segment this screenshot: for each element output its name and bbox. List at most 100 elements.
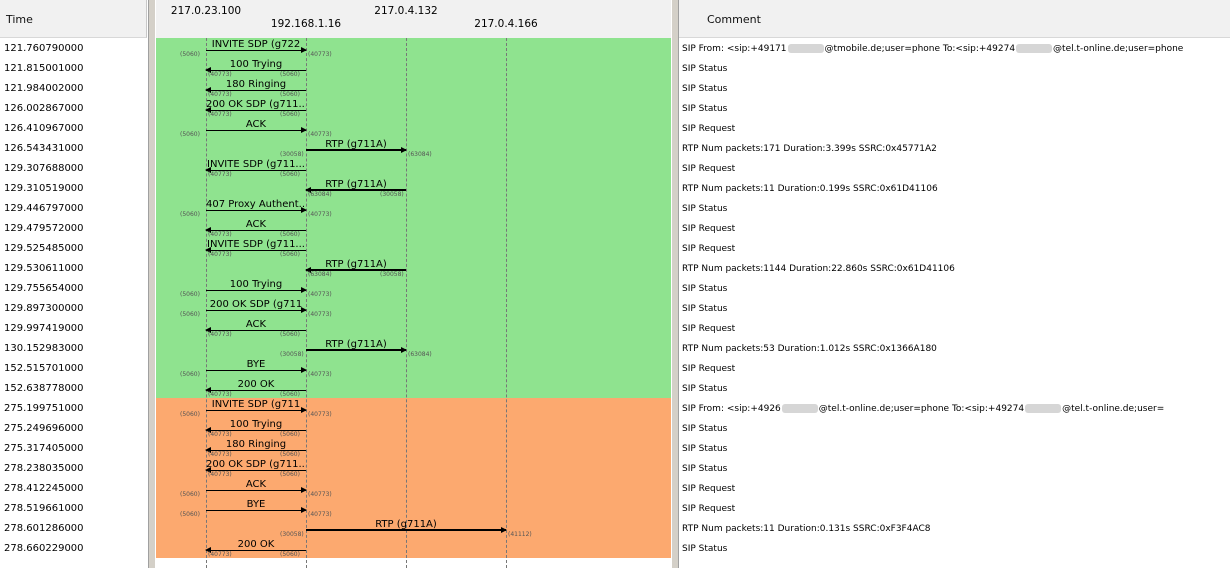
sip-message-arrow[interactable]: INVITE SDP (g711... [205, 239, 306, 259]
comment-cell[interactable]: SIP Status [682, 104, 728, 114]
rtp-stream-arrow[interactable]: RTP (g711A) [305, 259, 406, 279]
splitter-right[interactable] [671, 0, 679, 568]
sip-message-arrow[interactable]: 200 OK SDP (g711 [206, 299, 307, 319]
splitter-left[interactable] [148, 0, 156, 568]
comment-header-label: Comment [707, 13, 761, 26]
time-cell[interactable]: 278.519661000 [4, 503, 84, 514]
time-cell[interactable]: 129.997419000 [4, 323, 84, 334]
comment-cell[interactable]: RTP Num packets:11 Duration:0.131s SSRC:… [682, 524, 931, 534]
arrowhead-left-icon [205, 447, 211, 453]
time-cell[interactable]: 129.525485000 [4, 243, 84, 254]
time-cell[interactable]: 275.199751000 [4, 403, 84, 414]
time-cell[interactable]: 121.984002000 [4, 83, 84, 94]
sip-message-arrow[interactable]: INVITE SDP (g722 [206, 39, 307, 59]
redacted-number [1016, 44, 1053, 53]
comment-cell[interactable]: SIP Status [682, 464, 728, 474]
time-cell[interactable]: 129.530611000 [4, 263, 84, 274]
time-cell[interactable]: 129.897300000 [4, 303, 84, 314]
time-cell[interactable]: 126.410967000 [4, 123, 84, 134]
port-label: (40773) [208, 451, 232, 458]
rtp-stream-arrow[interactable]: RTP (g711A) [306, 139, 407, 159]
arrowhead-left-icon [205, 107, 211, 113]
comment-cell[interactable]: SIP Request [682, 364, 736, 374]
sip-message-arrow[interactable]: INVITE SDP (g711... [205, 159, 306, 179]
arrowhead-left-icon [205, 227, 211, 233]
comment-cell[interactable]: SIP Status [682, 544, 728, 554]
sip-message-arrow[interactable]: 180 Ringing [205, 439, 306, 459]
sip-message-arrow[interactable]: 200 OK SDP (g711... [205, 99, 306, 119]
sip-message-arrow[interactable]: ACK [206, 479, 307, 499]
comment-cell[interactable]: SIP Status [682, 284, 728, 294]
comment-cell[interactable]: SIP Request [682, 164, 736, 174]
comment-cell[interactable]: RTP Num packets:53 Duration:1.012s SSRC:… [682, 344, 937, 354]
redacted-number [1025, 404, 1062, 413]
comment-cell[interactable]: RTP Num packets:1144 Duration:22.860s SS… [682, 264, 955, 274]
comment-cell[interactable]: SIP Status [682, 384, 728, 394]
time-cell[interactable]: 152.515701000 [4, 363, 84, 374]
time-cell[interactable]: 152.638778000 [4, 383, 84, 394]
time-cell[interactable]: 129.755654000 [4, 283, 84, 294]
time-cell[interactable]: 126.543431000 [4, 143, 84, 154]
comment-cell[interactable]: SIP Status [682, 424, 728, 434]
comment-cell[interactable]: SIP Request [682, 324, 736, 334]
time-cell[interactable]: 126.002867000 [4, 103, 84, 114]
time-cell[interactable]: 278.238035000 [4, 463, 84, 474]
comment-cell[interactable]: RTP Num packets:11 Duration:0.199s SSRC:… [682, 184, 938, 194]
time-cell[interactable]: 278.412245000 [4, 483, 84, 494]
time-cell[interactable]: 121.815001000 [4, 63, 84, 74]
comment-cell[interactable]: RTP Num packets:171 Duration:3.399s SSRC… [682, 144, 937, 154]
port-label: (5060) [180, 51, 200, 58]
sip-message-arrow[interactable]: BYE [206, 359, 307, 379]
time-cell[interactable]: 129.479572000 [4, 223, 84, 234]
sip-message-arrow[interactable]: ACK [205, 319, 306, 339]
comment-header[interactable]: Comment [679, 0, 1230, 38]
comment-cell[interactable]: SIP Status [682, 84, 728, 94]
time-cell[interactable]: 278.601286000 [4, 523, 84, 534]
sip-message-arrow[interactable]: BYE [206, 499, 307, 519]
sip-message-arrow[interactable]: INVITE SDP (g711 [206, 399, 307, 419]
comment-cell[interactable]: SIP Request [682, 504, 736, 514]
arrowhead-right-icon [301, 367, 307, 373]
time-cell[interactable]: 130.152983000 [4, 343, 84, 354]
arrowhead-right-icon [401, 147, 407, 153]
port-label: (5060) [280, 551, 300, 558]
port-label: (40773) [208, 551, 232, 558]
comment-cell[interactable]: SIP Request [682, 124, 736, 134]
rtp-stream-arrow[interactable]: RTP (g711A) [306, 339, 407, 359]
rtp-stream-arrow[interactable]: RTP (g711A) [306, 519, 507, 539]
time-cell[interactable]: 129.310519000 [4, 183, 84, 194]
comment-cell[interactable]: SIP From: <sip:+49171 @tmobile.de;user=ph… [682, 44, 1183, 54]
rtp-stream-arrow[interactable]: RTP (g711A) [305, 179, 406, 199]
sip-message-arrow[interactable]: ACK [206, 119, 307, 139]
redacted-number [787, 44, 824, 53]
sip-message-arrow[interactable]: 200 OK [205, 379, 306, 399]
arrowhead-left-icon [205, 427, 211, 433]
comment-cell[interactable]: SIP Status [682, 64, 728, 74]
sip-message-arrow[interactable]: 180 Ringing [205, 79, 306, 99]
time-header[interactable]: Time [0, 0, 147, 38]
port-label: (40773) [208, 331, 232, 338]
sip-message-arrow[interactable]: 100 Trying [206, 279, 307, 299]
time-cell[interactable]: 275.317405000 [4, 443, 84, 454]
comment-cell[interactable]: SIP Status [682, 304, 728, 314]
sip-message-arrow[interactable]: 407 Proxy Authent... [206, 199, 307, 219]
time-cell[interactable]: 121.760790000 [4, 43, 84, 54]
time-cell[interactable]: 129.446797000 [4, 203, 84, 214]
time-cell[interactable]: 129.307688000 [4, 163, 84, 174]
comment-cell[interactable]: SIP Status [682, 444, 728, 454]
sip-message-arrow[interactable]: 200 OK SDP (g711... [205, 459, 306, 479]
time-cell[interactable]: 278.660229000 [4, 543, 84, 554]
comment-cell[interactable]: SIP Request [682, 224, 736, 234]
comment-cell[interactable]: SIP Request [682, 484, 736, 494]
sip-message-arrow[interactable]: ACK [205, 219, 306, 239]
port-label: (63084) [408, 351, 432, 358]
time-cell[interactable]: 275.249696000 [4, 423, 84, 434]
comment-cell[interactable]: SIP Request [682, 244, 736, 254]
comment-cell[interactable]: SIP Status [682, 204, 728, 214]
port-label: (40773) [208, 431, 232, 438]
sip-message-arrow[interactable]: 100 Trying [205, 419, 306, 439]
port-label: (5060) [180, 131, 200, 138]
comment-cell[interactable]: SIP From: <sip:+4926 @tel.t-online.de;use… [682, 404, 1164, 414]
sip-message-arrow[interactable]: 100 Trying [205, 59, 306, 79]
sip-message-arrow[interactable]: 200 OK [205, 539, 306, 559]
